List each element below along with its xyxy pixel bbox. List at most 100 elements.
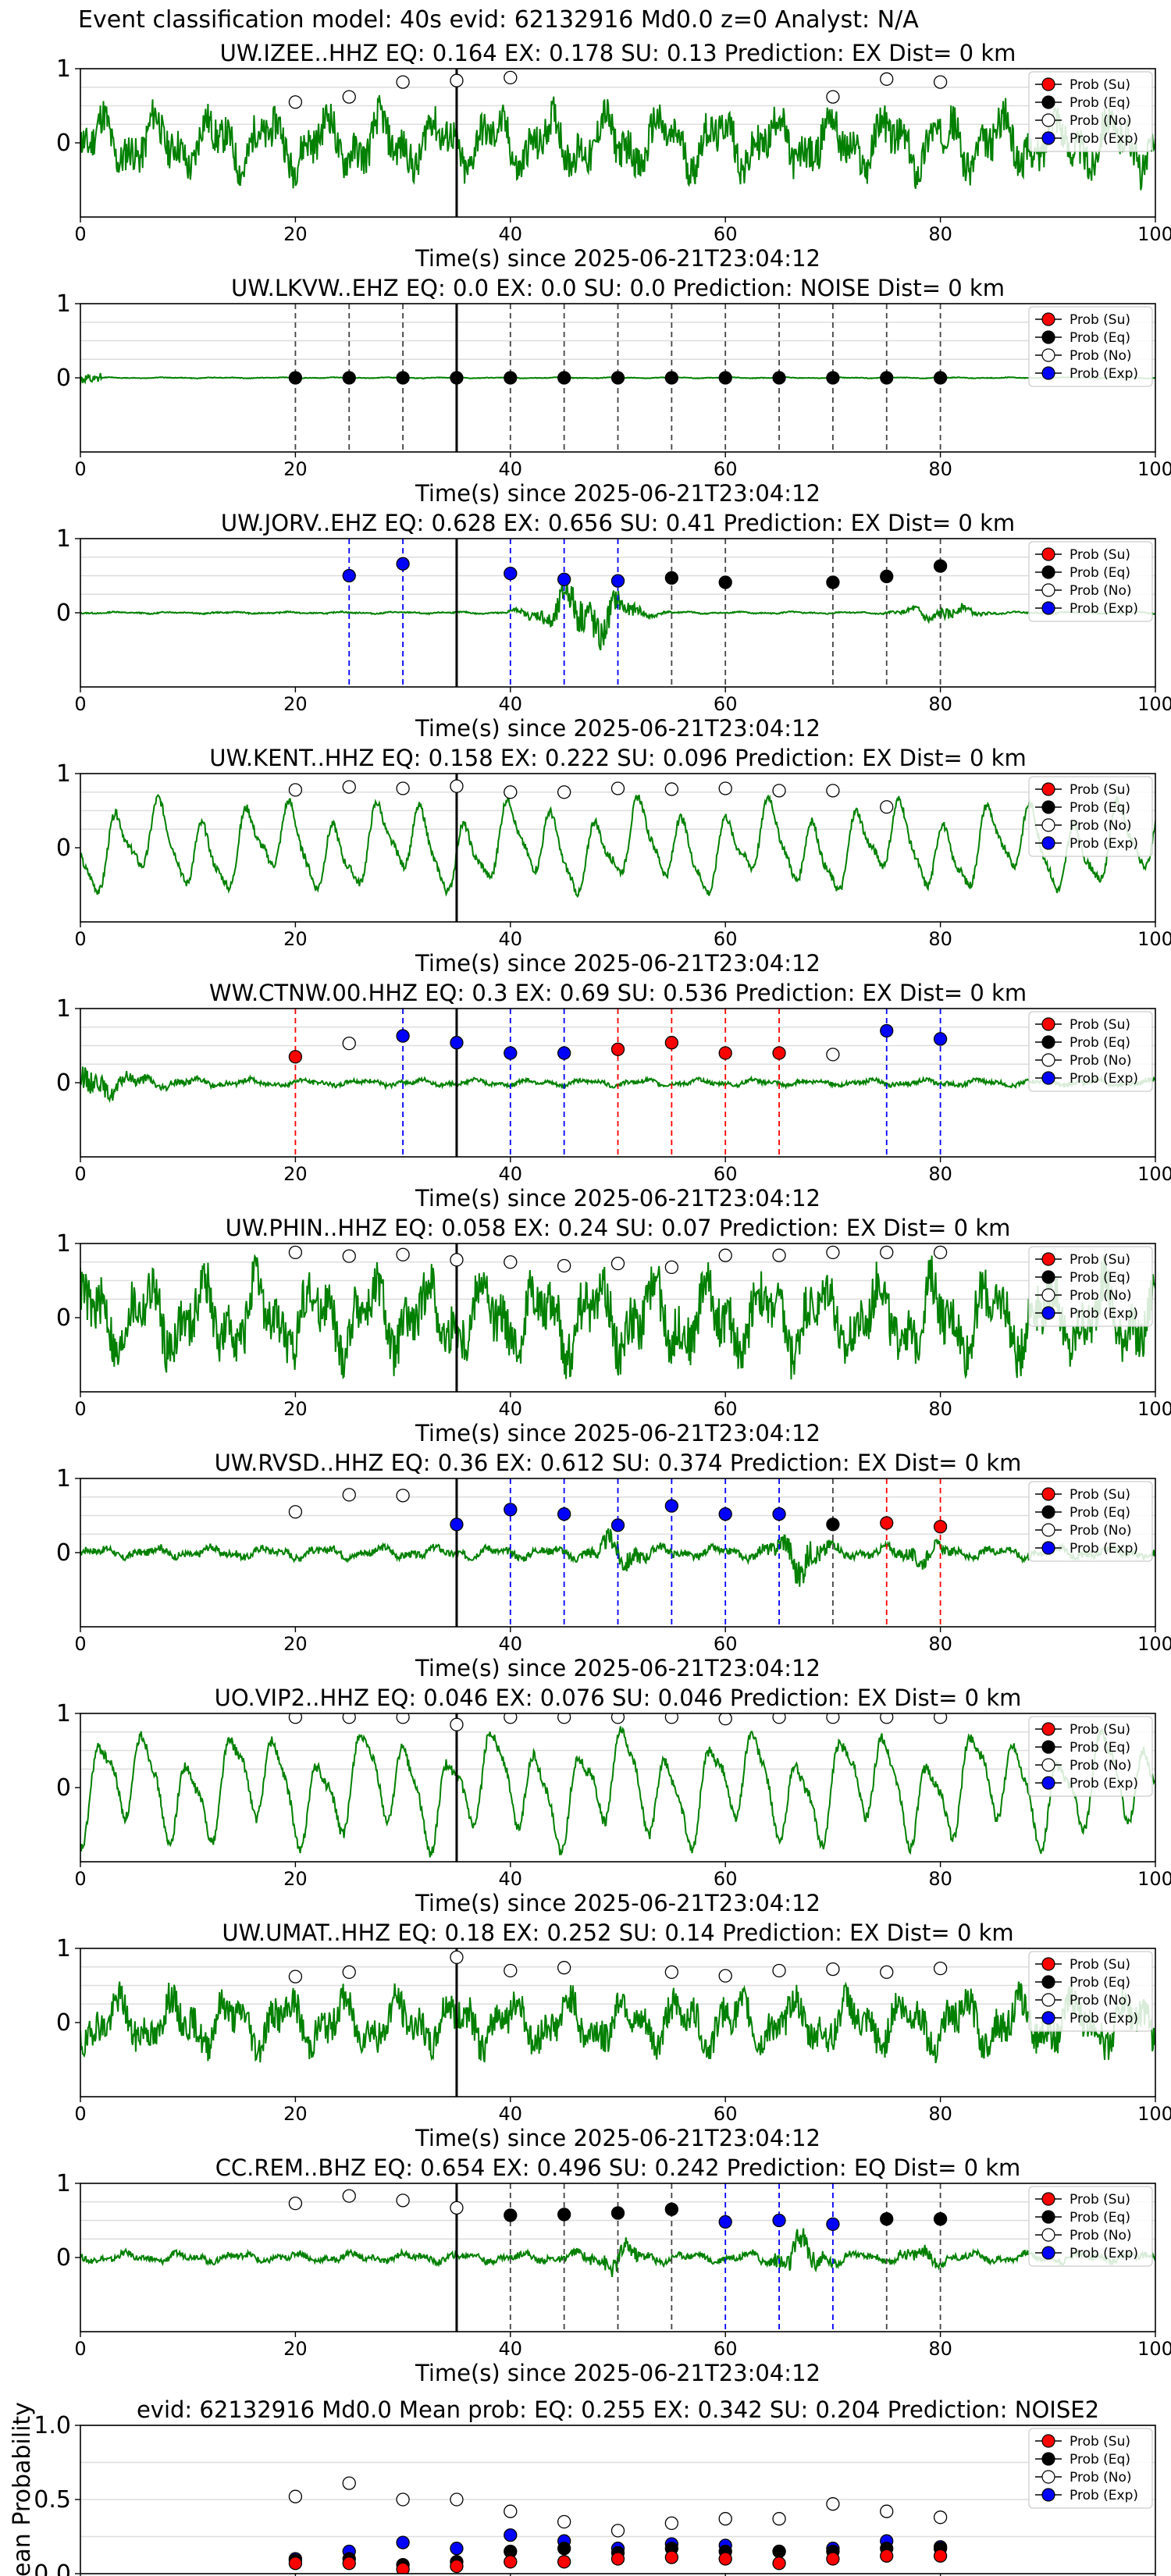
- y-tick-label: 0: [56, 600, 71, 627]
- plot-area: [80, 1244, 1155, 1392]
- x-tick-label: 20: [283, 2103, 308, 2125]
- legend-label: Prob (Exp): [1070, 836, 1138, 852]
- mean-point-su: [664, 2550, 678, 2564]
- legend-box: [1028, 1011, 1153, 1092]
- prob-point-no: [450, 1253, 464, 1267]
- legend-label: Prob (No): [1070, 2470, 1132, 2485]
- x-tick-label: 0: [74, 1163, 86, 1185]
- prob-point-exp: [933, 1032, 948, 1046]
- legend-box: [1028, 1951, 1153, 2032]
- axes-frame: [80, 68, 1156, 218]
- legend-marker-exp: [1041, 131, 1055, 145]
- subplot-6: UW.PHIN..HHZ EQ: 0.058 EX: 0.24 SU: 0.07…: [56, 1215, 1171, 1446]
- legend-marker-no: [1041, 1053, 1055, 1067]
- y-tick-label: 1: [56, 2170, 71, 2197]
- x-axis-label: Time(s) since 2025-06-21T23:04:12: [415, 1890, 820, 1916]
- prob-point-exp: [504, 1503, 518, 1517]
- legend-box: [1028, 1481, 1153, 1562]
- prob-point-no: [504, 1963, 518, 1978]
- prob-point-eq: [288, 371, 303, 385]
- prob-point-no: [610, 781, 625, 795]
- legend-label: Prob (Exp): [1070, 1776, 1138, 1791]
- mean-point-no: [826, 2497, 840, 2511]
- x-tick-label: 60: [714, 2338, 738, 2360]
- x-tick-label: 20: [283, 223, 308, 245]
- mean-point-su: [772, 2556, 786, 2571]
- prob-point-exp: [557, 572, 571, 586]
- prob-point-no: [826, 1962, 840, 1976]
- legend-box: [1028, 2186, 1153, 2267]
- subplot-title: evid: 62132916 Md0.0 Mean prob: EQ: 0.25…: [137, 2396, 1099, 2423]
- subplot-9: UW.UMAT..HHZ EQ: 0.18 EX: 0.252 SU: 0.14…: [56, 1920, 1171, 2151]
- legend-box: [1028, 541, 1153, 622]
- mean-point-eq: [772, 2544, 786, 2559]
- x-tick-label: 100: [1137, 928, 1171, 950]
- legend-marker-exp: [1041, 836, 1055, 850]
- x-tick-label: 100: [1137, 1398, 1171, 1420]
- y-tick-label: 0.0: [34, 2560, 71, 2576]
- legend-marker-eq: [1041, 1975, 1055, 1989]
- prob-point-no: [504, 70, 518, 85]
- y-tick-label: 1.0: [34, 2412, 71, 2439]
- legend-box: [1028, 71, 1153, 152]
- prob-point-exp: [664, 1499, 678, 1513]
- legend-label: Prob (Exp): [1070, 1071, 1138, 1087]
- subplot-title: UW.KENT..HHZ EQ: 0.158 EX: 0.222 SU: 0.0…: [209, 745, 1026, 771]
- prob-point-no: [342, 2189, 356, 2203]
- subplot-title: UW.IZEE..HHZ EQ: 0.164 EX: 0.178 SU: 0.1…: [220, 40, 1016, 66]
- legend-label: Prob (Exp): [1070, 2488, 1138, 2503]
- legend-label: Prob (Eq): [1070, 1975, 1130, 1991]
- prob-point-su: [288, 1050, 303, 1064]
- prob-point-no: [826, 1245, 840, 1260]
- subplot-title: UW.JORV..EHZ EQ: 0.628 EX: 0.656 SU: 0.4…: [221, 510, 1015, 536]
- prob-point-no: [610, 1713, 625, 1724]
- plot-area: [80, 539, 1155, 687]
- x-tick-label: 40: [499, 1633, 523, 1655]
- legend-marker-exp: [1041, 2011, 1055, 2025]
- prob-point-no: [880, 800, 894, 814]
- legend-label: Prob (Su): [1070, 1017, 1130, 1033]
- prob-point-no: [933, 1961, 948, 1976]
- legend-label: Prob (Su): [1070, 1487, 1130, 1503]
- y-tick-label: 1: [56, 55, 71, 83]
- y-tick-label: 0: [56, 834, 71, 862]
- prob-point-no: [288, 1245, 303, 1260]
- legend-marker-exp: [1041, 1541, 1055, 1555]
- mean-point-su: [342, 2556, 356, 2571]
- x-tick-label: 60: [714, 928, 738, 950]
- plot-area: [80, 2183, 1155, 2332]
- prob-point-no: [288, 1505, 303, 1519]
- x-tick-label: 80: [928, 693, 952, 715]
- y-tick-label: 0: [56, 1539, 71, 1567]
- legend-label: Prob (Eq): [1070, 1740, 1130, 1756]
- mean-point-no: [772, 2512, 786, 2526]
- legend-marker-exp: [1041, 1776, 1055, 1790]
- legend-label: Prob (Eq): [1070, 2452, 1130, 2467]
- legend-box: [1028, 1246, 1153, 1327]
- prob-point-su: [610, 1042, 625, 1056]
- x-tick-label: 60: [714, 1633, 738, 1655]
- legend-marker-su: [1041, 1487, 1055, 1501]
- prob-point-eq: [557, 371, 571, 385]
- y-tick-label: 0: [56, 1774, 71, 1802]
- plot-area: [288, 2476, 948, 2574]
- x-tick-label: 20: [283, 2338, 308, 2360]
- subplot-4: UW.KENT..HHZ EQ: 0.158 EX: 0.222 SU: 0.0…: [56, 745, 1171, 977]
- x-tick-label: 60: [714, 1163, 738, 1185]
- x-tick-label: 0: [74, 2338, 86, 2360]
- prob-point-no: [396, 1247, 410, 1261]
- legend-box: [1028, 2428, 1153, 2509]
- x-axis-label: Time(s) since 2025-06-21T23:04:12: [415, 480, 820, 507]
- mean-point-su: [826, 2552, 840, 2566]
- prob-point-no: [610, 1257, 625, 1271]
- mean-point-no: [610, 2524, 625, 2538]
- legend-marker-exp: [1041, 366, 1055, 380]
- legend-marker-su: [1041, 782, 1055, 796]
- prob-point-no: [450, 73, 464, 87]
- mean-point-su: [610, 2552, 625, 2566]
- waveform-trace: [80, 1254, 1155, 1380]
- legend-marker-su: [1041, 2434, 1055, 2448]
- subplot-title: CC.REM..BHZ EQ: 0.654 EX: 0.496 SU: 0.24…: [215, 2154, 1021, 2181]
- prob-point-exp: [450, 1036, 464, 1050]
